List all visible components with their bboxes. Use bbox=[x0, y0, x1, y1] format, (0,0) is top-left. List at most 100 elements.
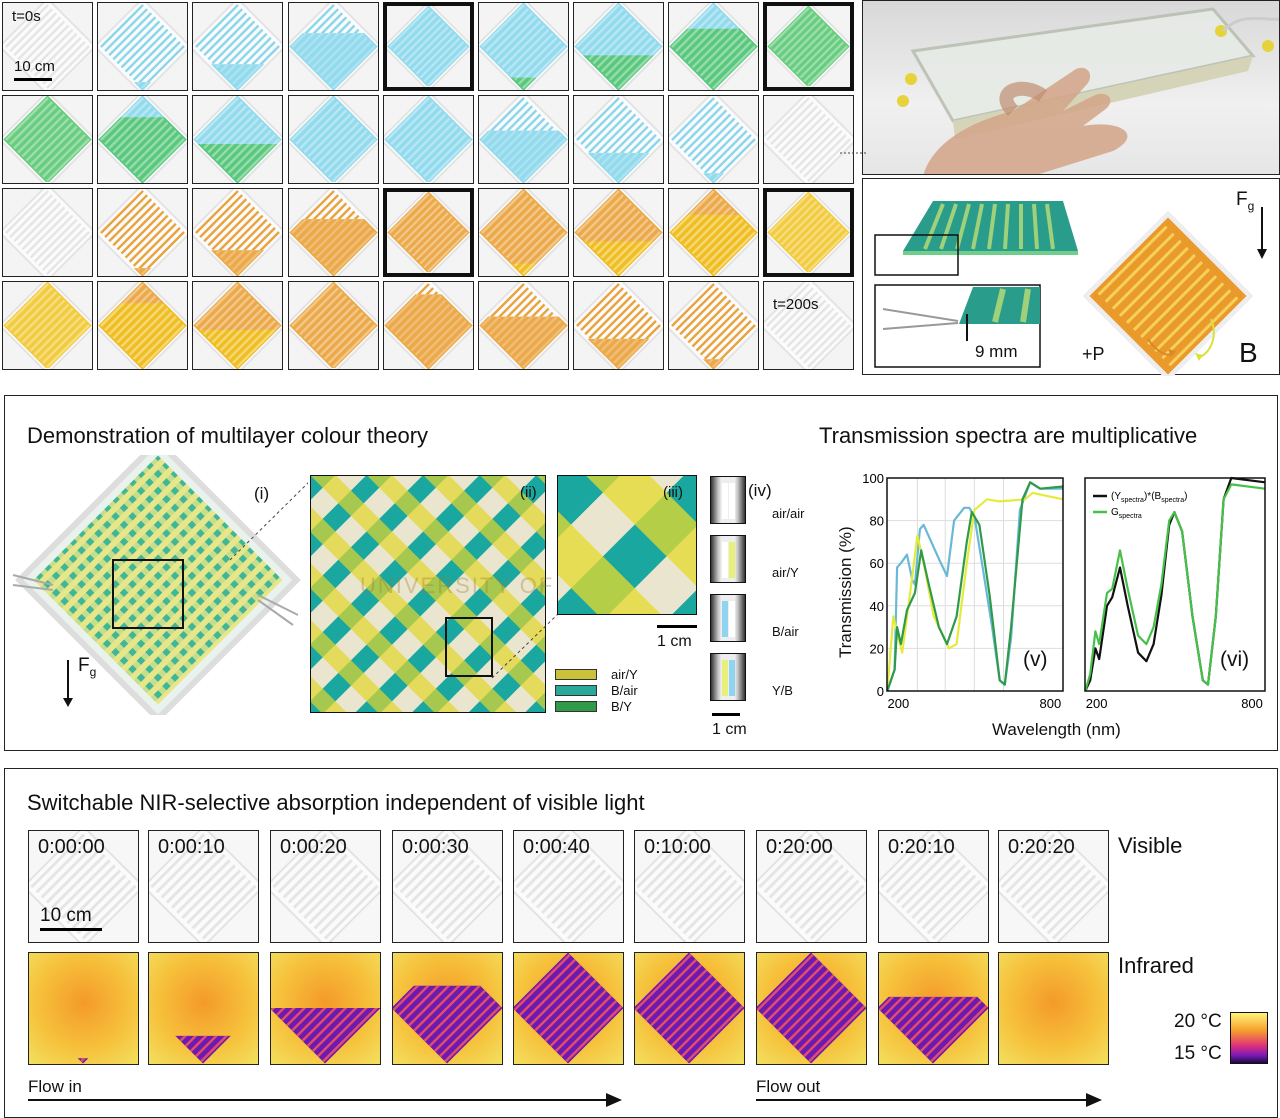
infrared-image bbox=[149, 1035, 258, 1064]
frame-image bbox=[384, 282, 473, 369]
frame-image bbox=[289, 96, 378, 183]
legend-label: B/Y bbox=[611, 699, 632, 714]
gravity-subscript: g bbox=[1247, 198, 1255, 213]
frame-image bbox=[767, 6, 850, 87]
series-line bbox=[886, 491, 1064, 692]
frame-image bbox=[669, 189, 758, 276]
visible-image bbox=[757, 831, 866, 942]
timelapse-frame bbox=[97, 281, 188, 370]
scale-bar-iv bbox=[712, 713, 740, 716]
flow-out-arrow bbox=[756, 1093, 1102, 1107]
timelapse-frame bbox=[573, 2, 664, 91]
sample-strip bbox=[710, 653, 746, 701]
sample-strip bbox=[710, 476, 746, 524]
visible-image bbox=[879, 831, 988, 942]
scale-label-iv: 1 cm bbox=[712, 721, 747, 738]
frame-image bbox=[387, 6, 470, 87]
frame-image bbox=[98, 3, 187, 90]
frame-image bbox=[384, 96, 473, 183]
infrared-frame bbox=[28, 952, 139, 1065]
timestamp: 0:10:00 bbox=[644, 836, 711, 858]
timelapse-frame bbox=[383, 188, 474, 277]
infrared-frame bbox=[148, 952, 259, 1065]
device-schematic bbox=[874, 201, 1267, 382]
timelapse-frame bbox=[383, 2, 474, 91]
y-tick-label: 20 bbox=[870, 641, 884, 656]
frame-image bbox=[98, 282, 187, 369]
timestamp: 0:20:20 bbox=[1008, 836, 1075, 858]
visible-frame: 0:10:00 bbox=[634, 830, 745, 943]
frame-image bbox=[574, 282, 663, 369]
panel-b: 9 mm +P Fg B bbox=[862, 178, 1280, 382]
infrared-image bbox=[271, 1008, 380, 1064]
dimension-label: 9 mm bbox=[975, 342, 1018, 361]
frame-image bbox=[574, 189, 663, 276]
y-axis-label: Transmission (%) bbox=[836, 526, 855, 658]
frame-image bbox=[3, 96, 92, 183]
timelapse-frame bbox=[288, 95, 379, 184]
sublabel-iv: (iv) bbox=[748, 481, 772, 500]
timelapse-frame bbox=[763, 188, 854, 277]
timestamp: 0:00:10 bbox=[158, 836, 225, 858]
visible-image bbox=[635, 831, 744, 942]
chart-vi: 200 800 (Yspectra)*(Bspectra) Gspectra bbox=[1084, 476, 1266, 711]
frame-image bbox=[479, 96, 568, 183]
sample-label: Y/B bbox=[772, 683, 793, 698]
scale-bar bbox=[14, 78, 52, 81]
colour-theory-title: Demonstration of multilayer colour theor… bbox=[27, 423, 429, 448]
timelapse-frame bbox=[763, 2, 854, 91]
timelapse-frame bbox=[2, 281, 93, 370]
visible-frame: 0:00:10 bbox=[148, 830, 259, 943]
timelapse-frame bbox=[383, 281, 474, 370]
panel-label: B bbox=[1239, 337, 1258, 368]
timestamp: 0:00:00 bbox=[38, 836, 105, 858]
sublabel-i: (i) bbox=[254, 484, 270, 503]
y-tick-label: 80 bbox=[870, 514, 884, 529]
sample-strip bbox=[710, 594, 746, 642]
timelapse-frame bbox=[288, 281, 379, 370]
scale-label-d: 10 cm bbox=[40, 905, 92, 926]
infrared-frame bbox=[998, 952, 1109, 1065]
timestamp: 0:20:10 bbox=[888, 836, 955, 858]
gravity-label: Fg bbox=[1236, 189, 1254, 213]
pressure-label: +P bbox=[1082, 344, 1105, 364]
infrared-frame bbox=[878, 952, 989, 1065]
series-line bbox=[886, 481, 1063, 692]
timelapse-frame bbox=[288, 188, 379, 277]
sublabel-iii: (iii) bbox=[663, 484, 683, 501]
timelapse-frame bbox=[668, 281, 759, 370]
timelapse-frame bbox=[192, 188, 283, 277]
frame-image bbox=[3, 282, 92, 369]
leader-line bbox=[840, 152, 868, 154]
infrared-frame bbox=[756, 952, 867, 1065]
timelapse-frame bbox=[97, 188, 188, 277]
timelapse-frame bbox=[478, 281, 569, 370]
hand-photo bbox=[862, 0, 1280, 175]
frame-image bbox=[479, 189, 568, 276]
flow-in-arrow bbox=[28, 1093, 622, 1107]
infrared-image bbox=[514, 953, 623, 1064]
sample-strip bbox=[710, 535, 746, 583]
frame-image bbox=[193, 189, 282, 276]
visible-frame: 0:20:20 bbox=[998, 830, 1109, 943]
zoom-image-iii bbox=[557, 475, 697, 615]
frame-image bbox=[98, 189, 187, 276]
timelapse-frame bbox=[383, 95, 474, 184]
frame-image bbox=[479, 282, 568, 369]
scale-bar-iii bbox=[657, 625, 697, 628]
colorbar-high-label: 20 °C bbox=[1174, 1011, 1222, 1032]
timestamp: 0:20:00 bbox=[766, 836, 833, 858]
colorbar-low-label: 15 °C bbox=[1174, 1043, 1222, 1064]
spectra-title: Transmission spectra are multiplicative bbox=[819, 423, 1198, 448]
timelapse-frame bbox=[2, 95, 93, 184]
sample-label: B/air bbox=[772, 624, 799, 639]
visible-frame: 0:20:10 bbox=[878, 830, 989, 943]
frame-image bbox=[289, 282, 378, 369]
frame-image bbox=[387, 192, 470, 273]
frame-image bbox=[289, 189, 378, 276]
timelapse-frame bbox=[668, 188, 759, 277]
y-tick-label: 40 bbox=[870, 599, 884, 614]
time-end-label: t=200s bbox=[773, 296, 819, 313]
legend-label: B/air bbox=[611, 683, 638, 698]
gravity-symbol: F bbox=[1236, 189, 1248, 210]
